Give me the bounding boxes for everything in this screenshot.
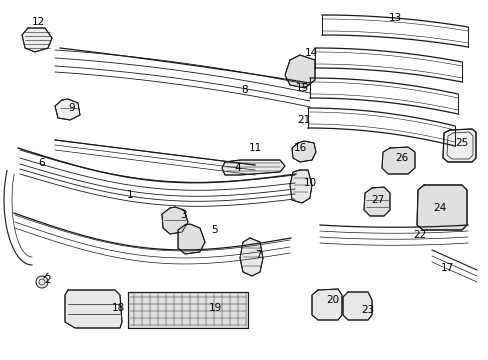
Polygon shape	[416, 185, 466, 230]
Polygon shape	[342, 292, 371, 320]
Text: 12: 12	[31, 17, 44, 27]
Text: 13: 13	[387, 13, 401, 23]
Polygon shape	[178, 224, 204, 254]
Text: 21: 21	[297, 115, 310, 125]
Text: 26: 26	[395, 153, 408, 163]
Text: 1: 1	[126, 190, 133, 200]
Circle shape	[36, 276, 48, 288]
Text: 3: 3	[179, 210, 186, 220]
Polygon shape	[55, 99, 80, 120]
Text: 17: 17	[440, 263, 453, 273]
Polygon shape	[442, 129, 475, 162]
Text: 23: 23	[361, 305, 374, 315]
Polygon shape	[291, 141, 315, 162]
Polygon shape	[240, 238, 263, 276]
Text: 20: 20	[326, 295, 339, 305]
Text: 10: 10	[303, 178, 316, 188]
Polygon shape	[22, 28, 52, 52]
Polygon shape	[222, 160, 285, 175]
Polygon shape	[381, 147, 414, 174]
Polygon shape	[65, 290, 122, 328]
Text: 9: 9	[68, 103, 75, 113]
Text: 27: 27	[370, 195, 384, 205]
Text: 14: 14	[304, 48, 317, 58]
Polygon shape	[128, 292, 247, 328]
Polygon shape	[285, 55, 314, 88]
Polygon shape	[311, 289, 341, 320]
Text: 11: 11	[248, 143, 261, 153]
Text: 25: 25	[454, 138, 468, 148]
Text: 15: 15	[295, 83, 308, 93]
Text: 6: 6	[39, 158, 45, 168]
Text: 4: 4	[234, 163, 241, 173]
Text: 22: 22	[412, 230, 426, 240]
Polygon shape	[289, 170, 311, 203]
Text: 19: 19	[208, 303, 221, 313]
Text: 16: 16	[293, 143, 306, 153]
Text: 8: 8	[241, 85, 248, 95]
Text: 5: 5	[211, 225, 218, 235]
Polygon shape	[162, 207, 187, 234]
Text: 24: 24	[432, 203, 446, 213]
Polygon shape	[363, 187, 389, 216]
Text: 2: 2	[44, 275, 51, 285]
Text: 18: 18	[111, 303, 124, 313]
Text: 7: 7	[254, 250, 261, 260]
